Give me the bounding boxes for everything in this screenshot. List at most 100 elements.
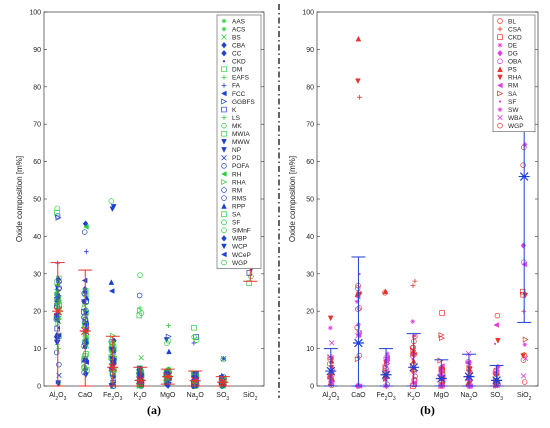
legend-label: OBA bbox=[508, 59, 522, 66]
legend-label: CC bbox=[232, 51, 242, 58]
data-point bbox=[358, 272, 361, 276]
chart-panel-1: 0 10 20 30 40 50 60 70 80 90 100 Oxide composition … bbox=[15, 10, 265, 417]
data-point bbox=[493, 371, 499, 377]
data-point bbox=[438, 332, 445, 339]
x-tick-label: CaO bbox=[78, 392, 93, 399]
data-point bbox=[136, 312, 143, 319]
data-point bbox=[193, 334, 199, 340]
y-tick-label: 10 bbox=[306, 346, 314, 353]
y-tick-label: 10 bbox=[33, 346, 41, 353]
chart-panel-2: 0 10 20 30 40 50 60 70 80 90 100 Oxide composition … bbox=[288, 10, 539, 417]
data-point bbox=[81, 365, 88, 372]
data-point bbox=[467, 369, 474, 376]
data-point bbox=[55, 287, 62, 294]
y-tick-label: 20 bbox=[306, 309, 314, 316]
legend-marker bbox=[221, 171, 227, 177]
x-tick-label: SiO2 bbox=[517, 392, 532, 402]
data-point bbox=[355, 35, 362, 42]
legend-marker bbox=[221, 259, 227, 266]
data-point bbox=[355, 78, 361, 85]
mean-marker bbox=[189, 376, 201, 386]
legend-label: RHA bbox=[232, 179, 246, 186]
legend-marker bbox=[497, 42, 503, 48]
data-point bbox=[53, 349, 60, 356]
y-tick-label: 30 bbox=[33, 271, 41, 278]
legend-label: MK bbox=[232, 123, 242, 130]
legend-label: PD bbox=[232, 155, 241, 162]
legend-marker bbox=[221, 187, 227, 193]
data-point bbox=[493, 322, 499, 328]
legend-label: WBP bbox=[232, 236, 247, 243]
legend-label: RM bbox=[508, 83, 518, 90]
data-point bbox=[409, 353, 416, 359]
data-point bbox=[56, 345, 62, 351]
legend-label: FA bbox=[232, 83, 241, 90]
data-point bbox=[55, 214, 62, 221]
data-point bbox=[166, 348, 172, 355]
data-point bbox=[520, 373, 527, 379]
legend-marker bbox=[497, 34, 503, 40]
x-tick-label: MgO bbox=[160, 392, 176, 399]
legend-label: EAFS bbox=[232, 75, 250, 82]
mean-marker bbox=[408, 363, 420, 372]
data-point bbox=[520, 162, 526, 168]
legend-label: BL bbox=[508, 18, 516, 25]
data-point bbox=[138, 355, 144, 361]
legend-marker bbox=[222, 60, 226, 63]
x-tick-label: SO3 bbox=[490, 392, 503, 402]
y-tick-label: 70 bbox=[306, 122, 314, 129]
data-point bbox=[354, 299, 360, 305]
data-point bbox=[494, 312, 501, 319]
data-point bbox=[56, 300, 62, 306]
data-point bbox=[357, 94, 363, 100]
legend-marker bbox=[221, 34, 227, 40]
legend-label: K bbox=[232, 107, 237, 114]
y-tick-label: 40 bbox=[306, 234, 314, 241]
y-tick-label: 50 bbox=[306, 197, 314, 204]
data-point bbox=[248, 273, 254, 280]
x-tick-label: Fe2O3 bbox=[376, 392, 395, 402]
data-point bbox=[108, 279, 115, 285]
data-point bbox=[136, 292, 143, 299]
legend-marker bbox=[497, 66, 503, 72]
legend-label: PS bbox=[508, 67, 517, 74]
y-tick-label: 0 bbox=[37, 384, 41, 391]
legend-label: RPP bbox=[232, 203, 245, 210]
y-tick-label: 0 bbox=[310, 384, 314, 391]
data-point bbox=[109, 206, 116, 213]
data-point bbox=[54, 213, 61, 219]
legend-marker bbox=[221, 251, 227, 258]
data-point bbox=[410, 319, 416, 324]
legend-marker bbox=[221, 115, 227, 120]
data-point bbox=[522, 342, 528, 347]
legend-label: MWIA bbox=[232, 131, 250, 138]
data-point bbox=[521, 379, 528, 385]
data-point bbox=[410, 283, 416, 289]
data-point bbox=[83, 224, 89, 230]
legend-label: RHA bbox=[508, 75, 522, 82]
legend-marker bbox=[497, 74, 503, 81]
data-point bbox=[382, 376, 388, 382]
data-point bbox=[522, 142, 528, 147]
legend-label: CKD bbox=[232, 59, 246, 66]
data-point bbox=[382, 290, 388, 296]
x-tick-label: Al2O3 bbox=[49, 392, 66, 402]
data-point bbox=[355, 306, 361, 312]
data-point bbox=[220, 356, 226, 363]
legend-label: MWW bbox=[232, 139, 251, 146]
x-tick-label: SiO2 bbox=[243, 392, 258, 402]
data-point bbox=[83, 309, 90, 316]
data-point bbox=[55, 286, 62, 292]
legend-label: CKD bbox=[508, 34, 522, 41]
y-tick-label: 50 bbox=[33, 197, 41, 204]
legend-marker bbox=[497, 90, 504, 97]
data-point bbox=[81, 229, 88, 235]
legend-label: RMS bbox=[232, 195, 247, 202]
y-tick-label: 70 bbox=[33, 122, 41, 129]
y-tick-label: 80 bbox=[306, 84, 314, 91]
x-tick-label: Na2O bbox=[460, 392, 478, 402]
data-point bbox=[246, 270, 253, 276]
mean-marker bbox=[325, 366, 337, 376]
legend-label: RM bbox=[232, 187, 242, 194]
